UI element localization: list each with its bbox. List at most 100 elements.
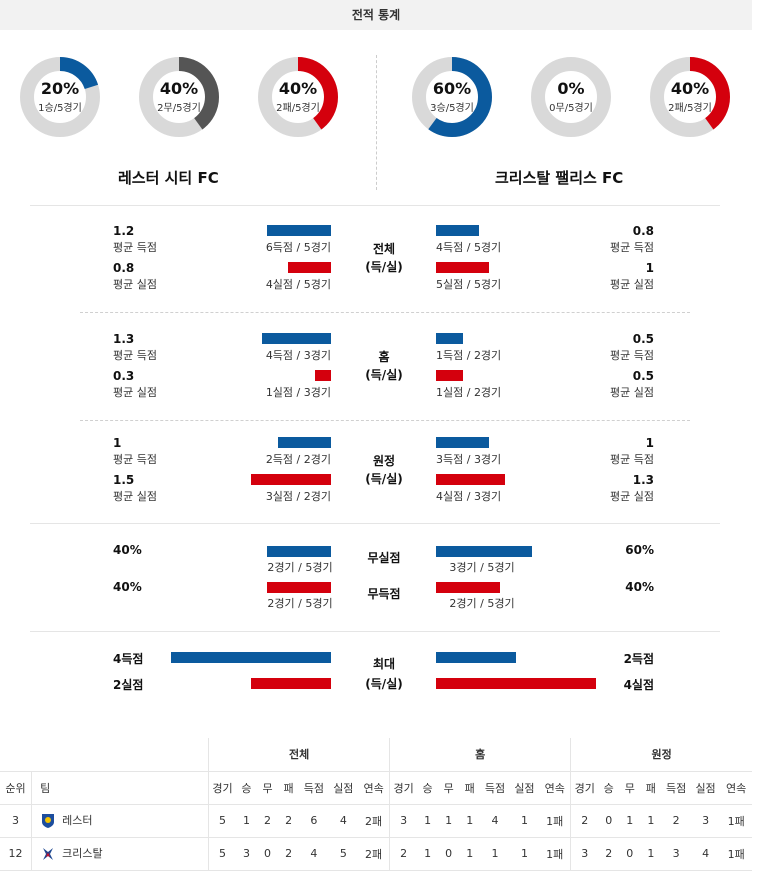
right_team-donut-2: 40% 2패/5경기	[648, 55, 732, 139]
right-avg-scored-value: 0.8	[632, 224, 654, 238]
left-conceded-bar-label: 3실점 / 2경기	[265, 490, 331, 503]
home-stat-cell: 2	[389, 837, 418, 871]
right-scored-bar	[436, 333, 463, 344]
donut-ring	[258, 57, 338, 137]
right-conceded-bar	[436, 474, 505, 485]
right-fts-bar-label: 2경기 / 5경기	[449, 597, 515, 610]
team-cell[interactable]: 크리스탈	[31, 837, 209, 871]
left-avg-scored-value: 1.2	[113, 224, 135, 238]
right-avg-scored-label: 평균 득점	[610, 453, 654, 466]
left-avg-conceded-label: 평균 실점	[113, 490, 157, 503]
col-header: 득점	[480, 771, 510, 805]
right-avg-scored-label: 평균 득점	[610, 241, 654, 254]
right-conceded-bar	[436, 370, 463, 381]
donut-ring	[650, 57, 730, 137]
away-stat-cell: 1	[619, 804, 641, 838]
left-scored-bar	[278, 437, 331, 448]
right-avg-scored-label: 평균 득점	[610, 349, 654, 362]
team-name: 레스터	[62, 814, 93, 827]
left-avg-conceded-value: 0.8	[113, 261, 135, 275]
section-divider	[80, 312, 690, 313]
away-stat-cell: 1	[640, 804, 662, 838]
team-name: 크리스탈	[62, 847, 103, 860]
col-rank: 순위	[0, 771, 32, 805]
away-stat-cell: 0	[619, 837, 641, 871]
right-avg-conceded-value: 1	[645, 261, 654, 275]
section-label: 홈	[378, 350, 390, 364]
left-cs-value: 40%	[113, 543, 142, 557]
left-conceded-bar-label: 1실점 / 3경기	[265, 386, 331, 399]
col-header: 무	[438, 771, 460, 805]
left-fts-bar	[267, 582, 331, 593]
col-header: 승	[417, 771, 439, 805]
right-fts-value: 40%	[625, 580, 654, 594]
divider	[30, 631, 720, 632]
col-header: 경기	[208, 771, 236, 805]
left-avg-conceded-label: 평균 실점	[113, 386, 157, 399]
left-avg-conceded-value: 0.3	[113, 369, 135, 383]
right-conceded-bar-label: 4실점 / 3경기	[436, 490, 502, 503]
donut-percent: 20%	[40, 79, 80, 98]
total-stat-cell: 2	[278, 804, 300, 838]
home-stat-cell: 1	[459, 837, 481, 871]
home-stat-cell: 1	[438, 804, 460, 838]
away-stat-cell: 2	[570, 804, 599, 838]
col-header: 패	[640, 771, 662, 805]
away-stat-cell: 1패	[720, 837, 752, 871]
left-avg-conceded-value: 1.5	[113, 473, 135, 487]
left-avg-conceded-label: 평균 실점	[113, 278, 157, 291]
left-avg-scored-value: 1	[113, 436, 122, 450]
col-header: 득점	[299, 771, 329, 805]
rank-cell: 3	[0, 804, 32, 838]
right-scored-bar	[436, 437, 489, 448]
section-label-sub: (득/실)	[365, 260, 403, 274]
col-header: 실점	[509, 771, 540, 805]
left-max-scored-bar	[171, 652, 331, 663]
total-stat-cell: 0	[256, 837, 279, 871]
table-sub-header: 순위 팀 경기 승 무 패 득점 실점 연속 경기 승 무 패 득점 실점 연속 경기 승 무 패 득점 실점 연속	[0, 771, 752, 805]
col-header: 경기	[389, 771, 418, 805]
away-stat-cell: 2	[598, 837, 620, 871]
right-avg-conceded-label: 평균 실점	[610, 278, 654, 291]
rank-cell: 12	[0, 837, 32, 871]
left-scored-bar-label: 6득점 / 5경기	[265, 241, 331, 254]
left_team-donut-2: 40% 2패/5경기	[256, 55, 340, 139]
donut-percent: 60%	[432, 79, 472, 98]
col-header: 실점	[328, 771, 359, 805]
donut-ring	[531, 57, 611, 137]
left-max-conceded-bar	[251, 678, 331, 689]
away-stat-cell: 2	[661, 804, 691, 838]
home-stat-cell: 1	[417, 837, 439, 871]
right-avg-conceded-value: 1.3	[632, 473, 654, 487]
left-cs-bar-label: 2경기 / 5경기	[267, 561, 333, 574]
right-scored-bar-label: 4득점 / 5경기	[436, 241, 502, 254]
left-scored-bar-label: 4득점 / 3경기	[265, 349, 331, 362]
right-avg-conceded-label: 평균 실점	[610, 386, 654, 399]
away-stat-cell: 3	[661, 837, 691, 871]
total-stat-cell: 2	[256, 804, 279, 838]
left-team-name: 레스터 시티 FC	[118, 169, 219, 187]
donut-ring	[139, 57, 219, 137]
donut-percent: 40%	[159, 79, 199, 98]
col-header: 연속	[539, 771, 571, 805]
donut-ring	[20, 57, 100, 137]
section-label-sub: (득/실)	[365, 472, 403, 486]
home-stat-cell: 0	[438, 837, 460, 871]
right-cs-bar-label: 3경기 / 5경기	[449, 561, 515, 574]
donut-subtitle: 2패/5경기	[276, 103, 320, 114]
donut-subtitle: 2패/5경기	[668, 103, 712, 114]
right-fts-bar	[436, 582, 500, 593]
right-scored-bar-label: 1득점 / 2경기	[436, 349, 502, 362]
away-stat-cell: 3	[570, 837, 599, 871]
away-stat-cell: 4	[690, 837, 721, 871]
col-header: 득점	[661, 771, 691, 805]
donut-subtitle: 3승/5경기	[430, 103, 474, 114]
table-row[interactable]: 3 레스터 5 1 2 2 6 4 2패 3 1 1 1 4 1 1패 2 0 1 1 2 3 1패	[0, 804, 752, 838]
max-label-sub: (득/실)	[365, 677, 403, 691]
table-row[interactable]: 12 크리스탈 5 3 0 2 4 5 2패 2 1 0 1 1 1 1패 3 2 0 1 3 4 1패	[0, 837, 752, 871]
donut-percent: 40%	[670, 79, 710, 98]
team-cell[interactable]: 레스터	[31, 804, 209, 838]
home-stat-cell: 3	[389, 804, 418, 838]
total-stat-cell: 4	[328, 804, 359, 838]
away-stat-cell: 0	[598, 804, 620, 838]
